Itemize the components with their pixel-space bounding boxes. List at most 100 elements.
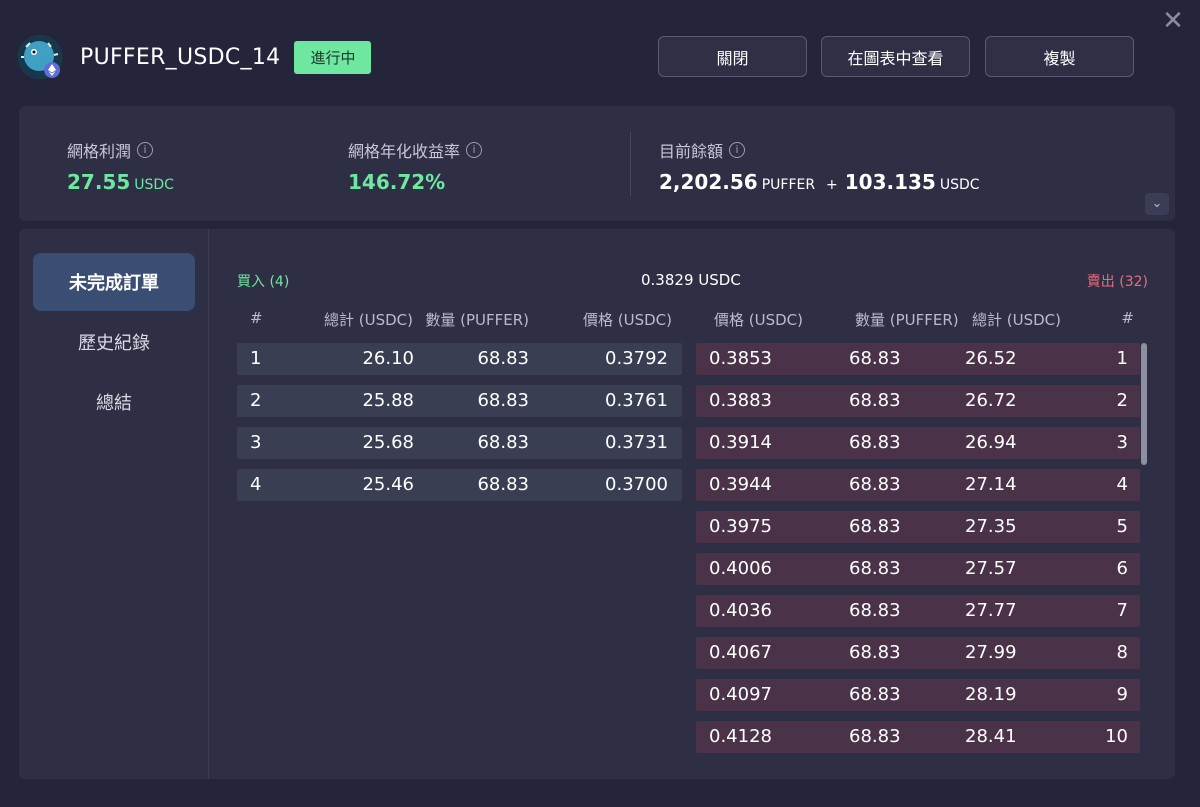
buy-index: 4	[250, 474, 262, 495]
sell-index: 1	[1116, 348, 1128, 369]
sell-qty: 68.83	[849, 642, 901, 663]
sell-total: 26.52	[965, 348, 1017, 369]
balance-label: 目前餘額	[659, 142, 724, 161]
sell-qty: 68.83	[849, 474, 901, 495]
buy-index: 2	[250, 390, 262, 411]
view-in-chart-button[interactable]: 在圖表中查看	[821, 36, 970, 77]
divider	[630, 132, 631, 196]
buy-header-qty: 數量 (PUFFER)	[425, 311, 529, 329]
sell-row[interactable]: 0.4036 68.83 27.77 7	[696, 595, 1140, 627]
sell-header-index: #	[1121, 309, 1134, 327]
sell-index: 4	[1116, 474, 1128, 495]
sell-index: 5	[1116, 516, 1128, 537]
sell-header-price: 價格 (USDC)	[714, 311, 803, 329]
sell-price: 0.3853	[709, 348, 772, 369]
sell-qty: 68.83	[849, 348, 901, 369]
buy-title: 買入 (4)	[237, 274, 290, 290]
sell-scrollbar[interactable]	[1141, 343, 1147, 465]
balance-stat: 目前餘額 i 2,202.56 PUFFER + 103.135 USDC	[659, 138, 980, 194]
sell-title: 賣出 (32)	[1086, 274, 1148, 290]
bot-title: PUFFER_USDC_14	[80, 44, 281, 70]
grid-profit-unit: USDC	[134, 177, 174, 193]
sell-qty: 68.83	[849, 600, 901, 621]
grid-apr-value: 146.72%	[348, 170, 446, 194]
sell-total: 26.94	[965, 432, 1017, 453]
sell-row[interactable]: 0.4006 68.83 27.57 6	[696, 553, 1140, 585]
grid-apr-label: 網格年化收益率	[348, 142, 461, 161]
mid-price: 0.3829 USDC	[641, 271, 741, 289]
buy-header-index: #	[250, 309, 263, 327]
close-bot-button[interactable]: 關閉	[658, 36, 807, 77]
sell-index: 10	[1105, 726, 1128, 747]
sell-index: 8	[1116, 642, 1128, 663]
sell-row[interactable]: 0.3975 68.83 27.35 5	[696, 511, 1140, 543]
buy-price: 0.3700	[605, 474, 668, 495]
tab-summary[interactable]: 總結	[96, 393, 132, 414]
buy-row[interactable]: 1 26.10 68.83 0.3792	[237, 343, 682, 375]
sell-row[interactable]: 0.3944 68.83 27.14 4	[696, 469, 1140, 501]
balance-unit-2: USDC	[939, 177, 980, 193]
buy-row[interactable]: 3 25.68 68.83 0.3731	[237, 427, 682, 459]
buy-row[interactable]: 2 25.88 68.83 0.3761	[237, 385, 682, 417]
buy-row[interactable]: 4 25.46 68.83 0.3700	[237, 469, 682, 501]
balance-unit-1: PUFFER	[761, 177, 816, 193]
buy-total: 26.10	[362, 348, 414, 369]
sell-price: 0.3883	[709, 390, 772, 411]
buy-header-price: 價格 (USDC)	[583, 311, 672, 329]
info-icon[interactable]: i	[466, 142, 483, 158]
sell-index: 3	[1116, 432, 1128, 453]
grid-profit-label: 網格利潤	[67, 142, 132, 161]
buy-qty: 68.83	[477, 474, 529, 495]
chevron-down-icon[interactable]: ⌄	[1145, 193, 1169, 215]
close-icon[interactable]: ✕	[1162, 6, 1184, 36]
sell-qty: 68.83	[849, 432, 901, 453]
sell-price: 0.4097	[709, 684, 772, 705]
sell-row[interactable]: 0.4067 68.83 27.99 8	[696, 637, 1140, 669]
sell-total: 27.99	[965, 642, 1017, 663]
buy-qty: 68.83	[477, 432, 529, 453]
buy-header-total: 總計 (USDC)	[324, 311, 413, 329]
sell-total: 28.41	[965, 726, 1017, 747]
buy-total: 25.46	[362, 474, 414, 495]
balance-amount-1: 2,202.56	[659, 170, 758, 194]
sell-total: 28.19	[965, 684, 1017, 705]
plus-sign: +	[826, 177, 838, 193]
puffer-avatar-icon	[18, 35, 62, 79]
buy-total: 25.68	[362, 432, 414, 453]
copy-button[interactable]: 複製	[985, 36, 1134, 77]
sell-row[interactable]: 0.3914 68.83 26.94 3	[696, 427, 1140, 459]
sell-qty: 68.83	[849, 390, 901, 411]
sell-price: 0.4006	[709, 558, 772, 579]
sell-qty: 68.83	[849, 558, 901, 579]
sell-row[interactable]: 0.3883 68.83 26.72 2	[696, 385, 1140, 417]
sell-index: 6	[1116, 558, 1128, 579]
sell-row[interactable]: 0.4128 68.83 28.41 10	[696, 721, 1140, 753]
buy-price: 0.3731	[605, 432, 668, 453]
sell-row[interactable]: 0.3853 68.83 26.52 1	[696, 343, 1140, 375]
sell-qty: 68.83	[849, 516, 901, 537]
sell-index: 7	[1116, 600, 1128, 621]
mid-price-unit: USDC	[698, 271, 741, 289]
buy-qty: 68.83	[477, 348, 529, 369]
buy-index: 1	[250, 348, 262, 369]
info-icon[interactable]: i	[137, 142, 154, 158]
orders-panel: 未完成訂單 歷史紀錄 總結 買入 (4) 0.3829 USDC 賣出 (32)…	[19, 229, 1175, 779]
sell-price: 0.4128	[709, 726, 772, 747]
status-badge: 進行中	[294, 40, 372, 74]
sell-price: 0.3914	[709, 432, 772, 453]
buy-qty: 68.83	[477, 390, 529, 411]
sell-qty: 68.83	[849, 726, 901, 747]
info-icon[interactable]: i	[729, 142, 746, 158]
tab-open-orders[interactable]: 未完成訂單	[33, 253, 195, 311]
buy-index: 3	[250, 432, 262, 453]
sell-row[interactable]: 0.4097 68.83 28.19 9	[696, 679, 1140, 711]
buy-price: 0.3761	[605, 390, 668, 411]
buy-price: 0.3792	[605, 348, 668, 369]
grid-profit-value: 27.55	[67, 170, 131, 194]
grid-apr-stat: 網格年化收益率 i 146.72%	[348, 138, 483, 194]
sell-price: 0.3944	[709, 474, 772, 495]
sidebar-divider	[208, 229, 209, 779]
tab-history[interactable]: 歷史紀錄	[78, 333, 150, 354]
sell-header-qty: 數量 (PUFFER)	[855, 311, 959, 329]
sell-header-total: 總計 (USDC)	[972, 311, 1061, 329]
